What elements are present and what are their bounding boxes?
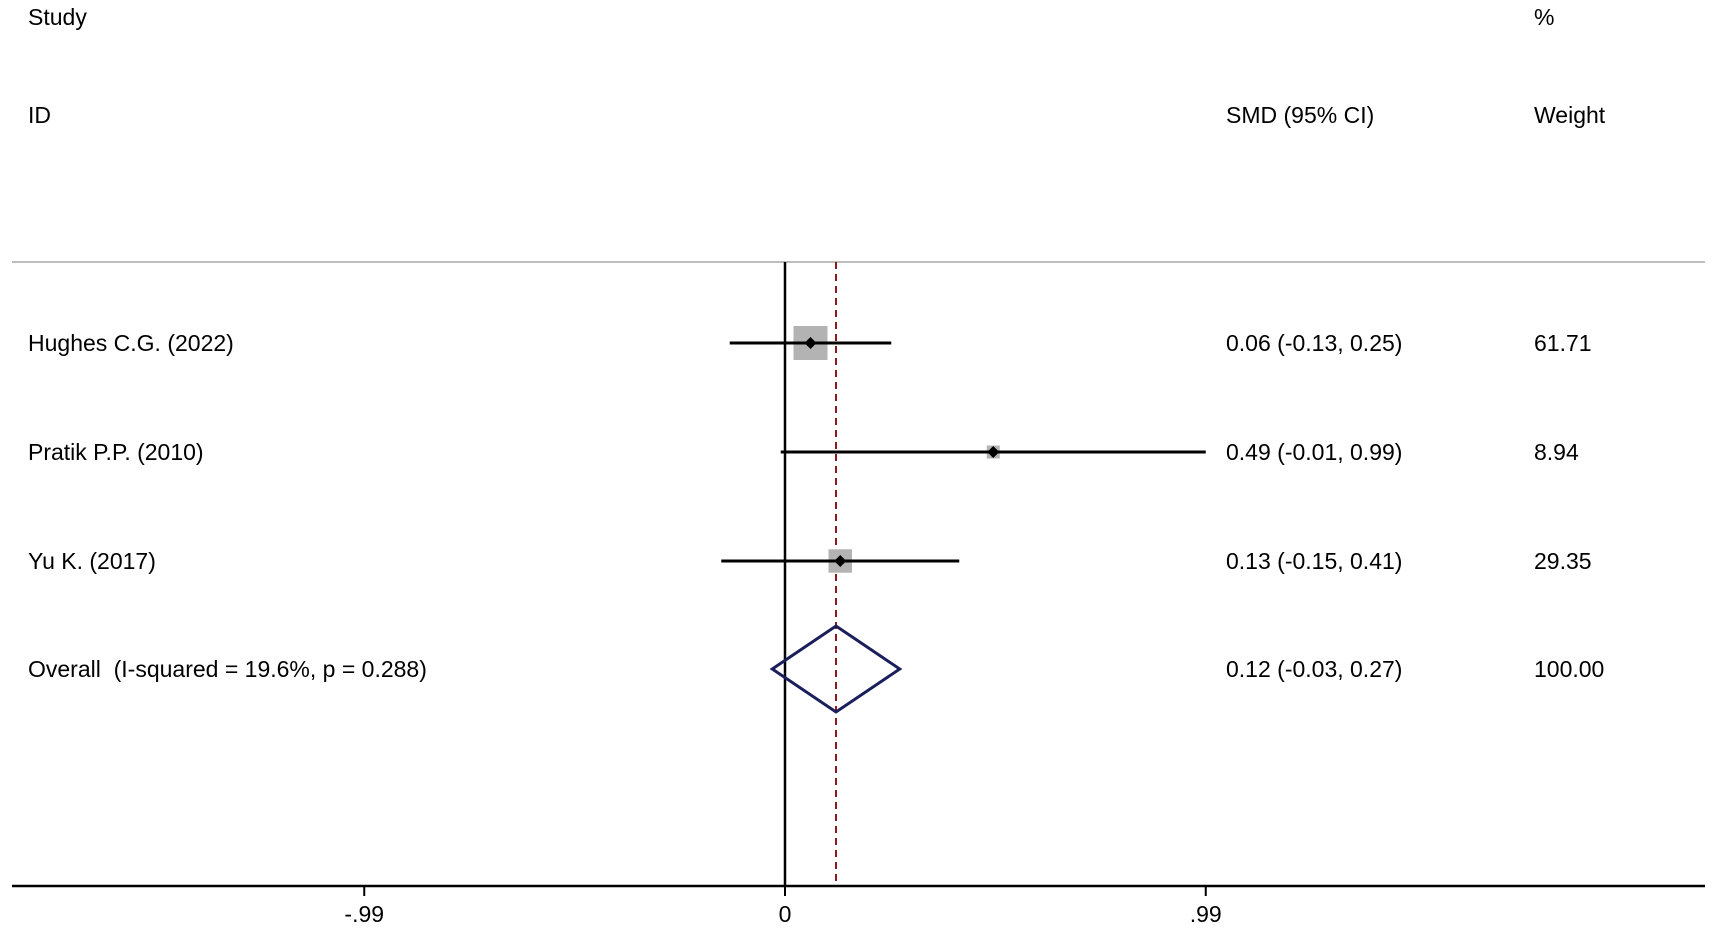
- study-weight-text: 61.71: [1534, 330, 1592, 356]
- study-weight-text: 8.94: [1534, 439, 1579, 465]
- study-label: Pratik P.P. (2010): [28, 439, 204, 465]
- study-point-estimate: [804, 337, 817, 349]
- x-tick-label: 0: [779, 901, 792, 927]
- overall-label: Overall (I-squared = 19.6%, p = 0.288): [28, 656, 427, 682]
- study-header: Study: [28, 4, 87, 30]
- study-weight-text: 29.35: [1534, 548, 1592, 574]
- study-ci-text: 0.13 (-0.15, 0.41): [1226, 548, 1403, 574]
- id-header: ID: [28, 102, 51, 128]
- study-ci-text: 0.49 (-0.01, 0.99): [1226, 439, 1403, 465]
- smd-ci-header: SMD (95% CI): [1226, 102, 1375, 128]
- overall-diamond: [769, 624, 903, 714]
- study-label: Hughes C.G. (2022): [28, 330, 234, 356]
- percent-header: %: [1534, 4, 1555, 30]
- study-label: Yu K. (2017): [28, 548, 156, 574]
- study-point-estimate: [834, 555, 847, 567]
- overall-ci-text: 0.12 (-0.03, 0.27): [1226, 656, 1403, 682]
- study-ci-text: 0.06 (-0.13, 0.25): [1226, 330, 1403, 356]
- study-point-estimate: [987, 446, 1000, 458]
- x-tick-label: -.99: [344, 901, 384, 927]
- overall-weight-text: 100.00: [1534, 656, 1605, 682]
- weight-header: Weight: [1534, 102, 1606, 128]
- x-tick-label: .99: [1190, 901, 1222, 927]
